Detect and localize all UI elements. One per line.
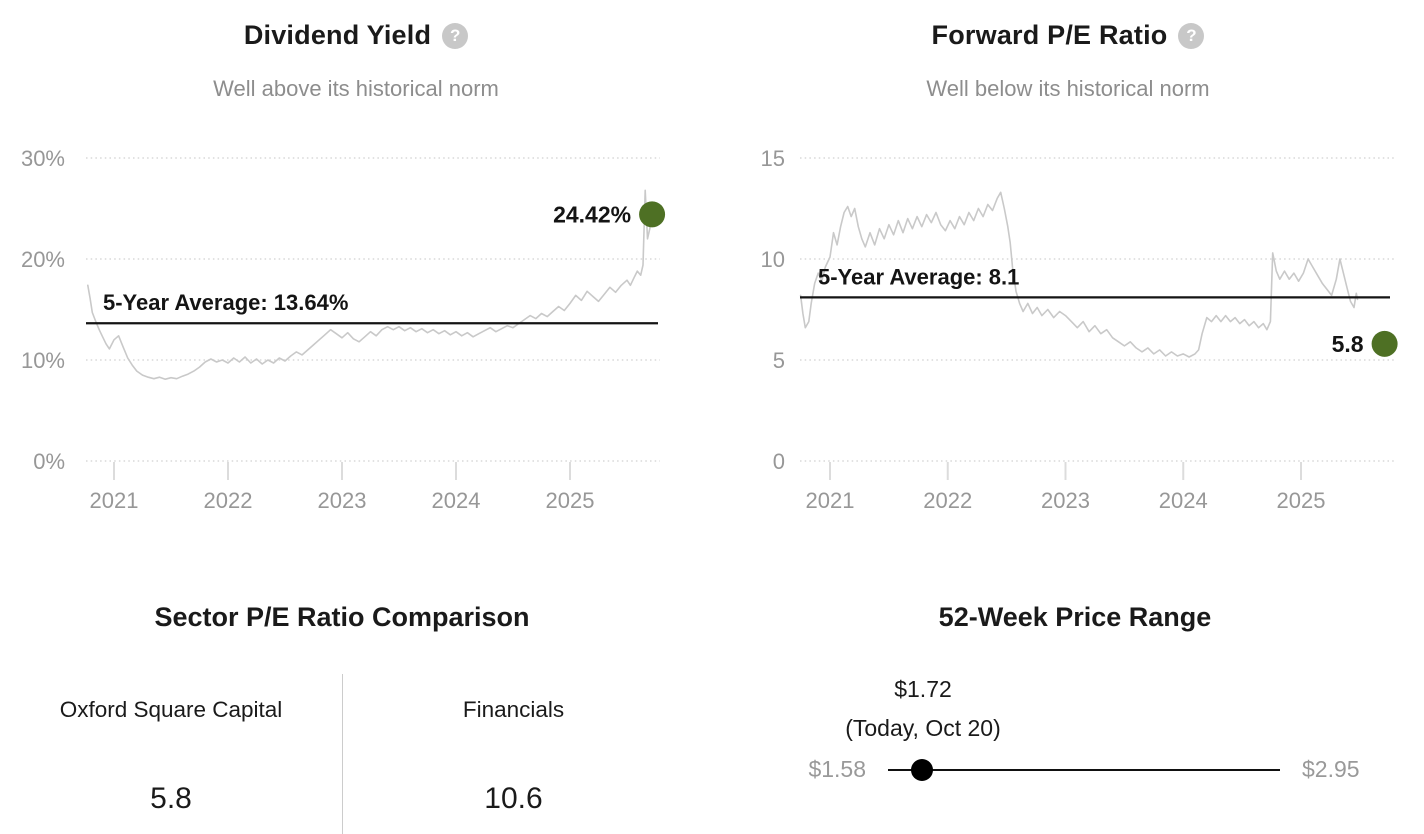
- company-label: Oxford Square Capital: [59, 697, 283, 722]
- forward-pe-subtitle: Well below its historical norm: [926, 76, 1210, 101]
- sector-comparison-table: Oxford Square Capital 5.8 Financials 10.…: [0, 674, 684, 834]
- current-value-label: 5.8: [1332, 331, 1364, 357]
- price-range-title: 52-Week Price Range: [938, 602, 1212, 632]
- x-axis-label: 2023: [318, 488, 367, 513]
- price-range-marker: [911, 759, 933, 781]
- y-axis-label: 5: [773, 348, 785, 373]
- comparison-cell-company: Oxford Square Capital 5.8: [0, 674, 342, 834]
- current-value-dot: [1371, 330, 1398, 357]
- x-axis-label: 2024: [432, 488, 481, 513]
- x-axis-label: 2024: [1159, 488, 1208, 513]
- forward-pe-title: Forward P/E Ratio: [931, 20, 1168, 50]
- range-high-price: $2.95: [1302, 756, 1360, 782]
- x-axis-label: 2023: [1041, 488, 1090, 513]
- x-axis-label: 2021: [806, 488, 855, 513]
- average-label: 5-Year Average: 13.64%: [103, 290, 348, 315]
- current-value-label: 24.42%: [553, 201, 631, 227]
- x-axis-label: 2025: [546, 488, 595, 513]
- x-axis-label: 2022: [923, 488, 972, 513]
- sector-pe-value: 10.6: [484, 782, 543, 815]
- dividend-yield-chart: 30% 20% 10% 0% 2021 2022 2023 2024 2025 5-Year Av…: [21, 146, 666, 513]
- average-label: 5-Year Average: 8.1: [818, 264, 1019, 289]
- x-axis-label: 2022: [204, 488, 253, 513]
- dividend-yield-title-row: Dividend Yield ?: [243, 19, 469, 52]
- current-price: $1.72: [894, 676, 952, 702]
- help-icon[interactable]: ?: [1178, 22, 1205, 49]
- company-pe-value: 5.8: [150, 782, 192, 815]
- y-axis-label: 10%: [21, 348, 65, 373]
- y-axis-label: 30%: [21, 146, 65, 171]
- help-icon[interactable]: ?: [442, 22, 469, 49]
- forward-pe-chart: 15 10 5 0 2021 2022 2023 2024 2025 5-Year Average…: [761, 146, 1398, 513]
- x-axis-label: 2025: [1277, 488, 1326, 513]
- y-axis-label: 15: [761, 146, 785, 171]
- sector-label: Financials: [462, 697, 565, 722]
- current-value-dot: [639, 201, 666, 228]
- range-low-price: $1.58: [808, 756, 866, 782]
- series-line: [87, 189, 653, 381]
- sector-comparison-title: Sector P/E Ratio Comparison: [154, 602, 530, 632]
- dividend-yield-header: Dividend Yield ? Well above its historic…: [0, 19, 712, 104]
- y-axis-label: 10: [761, 247, 785, 272]
- series-line: [799, 191, 1359, 358]
- y-axis-label: 0%: [33, 449, 65, 474]
- y-axis-label: 0: [773, 449, 785, 474]
- forward-pe-header: Forward P/E Ratio ? Well below its histo…: [712, 19, 1424, 104]
- price-range-track: [888, 769, 1280, 771]
- comparison-cell-sector: Financials 10.6: [342, 674, 684, 834]
- x-axis-label: 2021: [90, 488, 139, 513]
- current-price-date: (Today, Oct 20): [845, 715, 1001, 741]
- dividend-yield-subtitle: Well above its historical norm: [213, 76, 499, 101]
- y-axis-label: 20%: [21, 247, 65, 272]
- forward-pe-title-row: Forward P/E Ratio ?: [932, 19, 1205, 52]
- dividend-yield-title: Dividend Yield: [243, 20, 432, 50]
